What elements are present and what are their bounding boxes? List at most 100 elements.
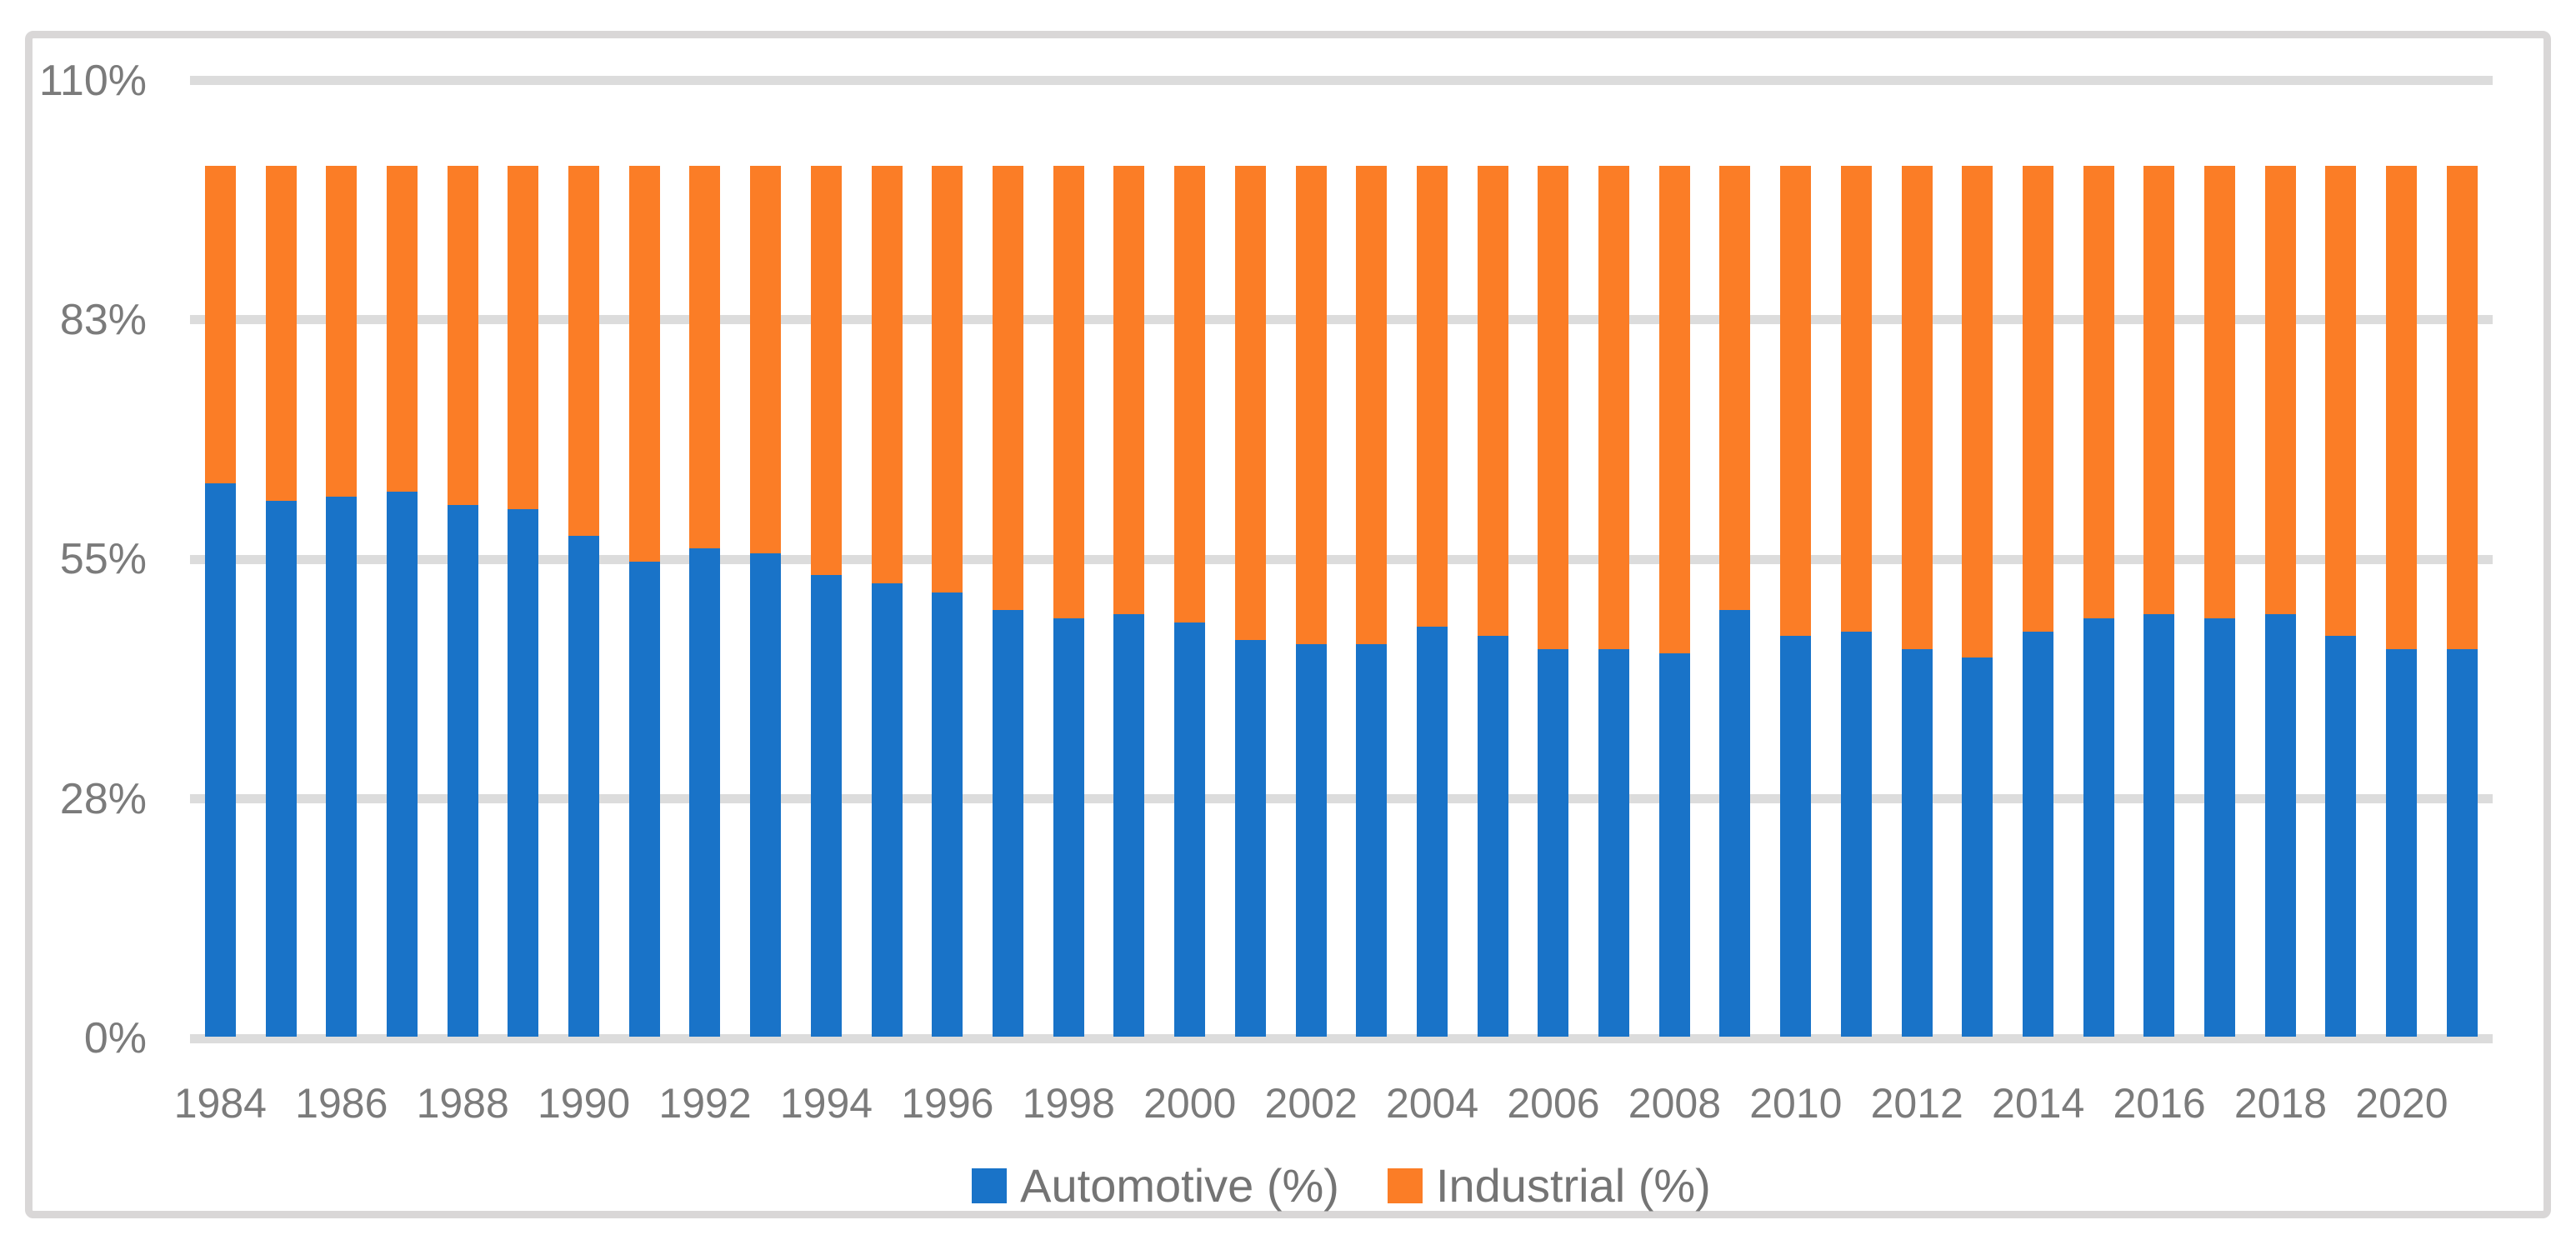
bar-segment-industrial (628, 165, 660, 562)
bar-segment-automotive (1598, 648, 1630, 1037)
bar-segment-industrial (508, 165, 539, 510)
bar-segment-industrial (932, 165, 963, 592)
bar-slot-2001 (1220, 165, 1281, 1037)
bar-segment-automotive (871, 583, 903, 1037)
bar-slot-1996 (917, 165, 978, 1037)
bar-segment-industrial (1658, 165, 1690, 653)
legend: Automotive (%) Industrial (%) (190, 1158, 2493, 1212)
bar-segment-industrial (265, 165, 297, 501)
bar-segment-industrial (204, 165, 236, 483)
bar-segment-industrial (2325, 165, 2357, 636)
legend-swatch-industrial (1387, 1168, 1423, 1203)
bar-segment-industrial (1053, 165, 1084, 618)
bar-slot-1999 (1099, 165, 1160, 1037)
bar-segment-industrial (2083, 165, 2114, 618)
bar-segment-automotive (2264, 613, 2296, 1037)
bar-slot-1988 (433, 165, 493, 1037)
legend-label-automotive: Automotive (%) (1020, 1159, 1339, 1212)
legend-swatch-automotive (972, 1168, 1008, 1203)
bar-segment-industrial (1174, 165, 1206, 623)
bar-slot-1991 (614, 165, 675, 1037)
bar-segment-industrial (1113, 165, 1145, 614)
bar-segment-industrial (1234, 165, 1266, 640)
bar-segment-automotive (992, 609, 1023, 1037)
bar-segment-automotive (689, 548, 721, 1037)
bar-slot-2005 (1463, 165, 1523, 1037)
bar-slot-2004 (1402, 165, 1463, 1037)
bar-segment-industrial (447, 165, 478, 506)
bar-slot-2010 (1765, 165, 1826, 1037)
bar-segment-automotive (1234, 640, 1266, 1037)
bar-segment-industrial (2386, 165, 2418, 649)
bar-segment-industrial (568, 165, 600, 536)
bar-segment-industrial (326, 165, 358, 497)
bar-segment-automotive (1477, 635, 1508, 1037)
bars-layer (190, 78, 2493, 1037)
bar-segment-automotive (1416, 627, 1448, 1037)
bar-segment-industrial (1295, 165, 1327, 645)
bar-segment-automotive (204, 482, 236, 1037)
bar-slot-2015 (2068, 165, 2129, 1037)
bar-slot-1986 (311, 165, 372, 1037)
bar-segment-automotive (932, 592, 963, 1037)
bar-segment-industrial (1719, 165, 1751, 610)
bar-slot-1989 (493, 165, 554, 1037)
bar-slot-1994 (796, 165, 857, 1037)
bar-segment-industrial (1538, 165, 1569, 649)
bar-segment-automotive (1780, 635, 1812, 1037)
bar-segment-automotive (810, 574, 842, 1037)
bar-segment-industrial (1840, 165, 1872, 632)
bar-slot-2021 (2432, 165, 2493, 1037)
legend-item-automotive: Automotive (%) (972, 1158, 1339, 1212)
bar-slot-1998 (1038, 165, 1099, 1037)
bar-slot-2016 (2129, 165, 2190, 1037)
bar-slot-2011 (1826, 165, 1887, 1037)
bar-slot-2009 (1705, 165, 1766, 1037)
bar-segment-automotive (2386, 648, 2418, 1037)
bar-segment-automotive (1295, 644, 1327, 1037)
bar-segment-industrial (1780, 165, 1812, 636)
bar-segment-automotive (1719, 609, 1751, 1037)
bar-slot-1997 (978, 165, 1038, 1037)
bar-slot-2000 (1159, 165, 1220, 1037)
bar-segment-industrial (810, 165, 842, 575)
chart-frame (25, 31, 2551, 1218)
bar-slot-2019 (2311, 165, 2372, 1037)
bar-segment-industrial (1477, 165, 1508, 636)
bar-segment-automotive (508, 509, 539, 1037)
bar-slot-2014 (2008, 165, 2068, 1037)
bar-slot-1985 (251, 165, 312, 1037)
bar-segment-industrial (992, 165, 1023, 610)
bar-segment-industrial (2264, 165, 2296, 614)
bar-segment-automotive (2446, 648, 2478, 1037)
bar-slot-2018 (2250, 165, 2311, 1037)
bar-segment-automotive (1901, 648, 1933, 1037)
legend-label-industrial: Industrial (%) (1435, 1159, 1711, 1212)
bar-segment-industrial (1598, 165, 1630, 649)
bar-segment-automotive (1538, 648, 1569, 1037)
bar-segment-industrial (1901, 165, 1933, 649)
bar-segment-industrial (750, 165, 782, 553)
bar-segment-automotive (386, 492, 418, 1037)
legend-item-industrial: Industrial (%) (1387, 1158, 1711, 1212)
bar-segment-automotive (326, 496, 358, 1037)
bar-segment-automotive (265, 500, 297, 1037)
bar-segment-automotive (750, 552, 782, 1037)
bar-slot-1984 (190, 165, 251, 1037)
bar-segment-industrial (386, 165, 418, 492)
bar-segment-industrial (2143, 165, 2175, 614)
bar-segment-automotive (1962, 657, 1993, 1037)
bar-segment-industrial (1356, 165, 1388, 645)
bar-slot-2017 (2189, 165, 2250, 1037)
bar-segment-industrial (689, 165, 721, 549)
bar-slot-2013 (1947, 165, 2008, 1037)
bar-slot-2012 (1887, 165, 1948, 1037)
bar-segment-automotive (568, 535, 600, 1037)
bar-segment-automotive (628, 562, 660, 1037)
bar-segment-automotive (2204, 618, 2236, 1037)
bar-segment-automotive (1113, 613, 1145, 1037)
bar-segment-industrial (871, 165, 903, 584)
bar-slot-1987 (372, 165, 433, 1037)
bar-segment-automotive (1174, 622, 1206, 1037)
